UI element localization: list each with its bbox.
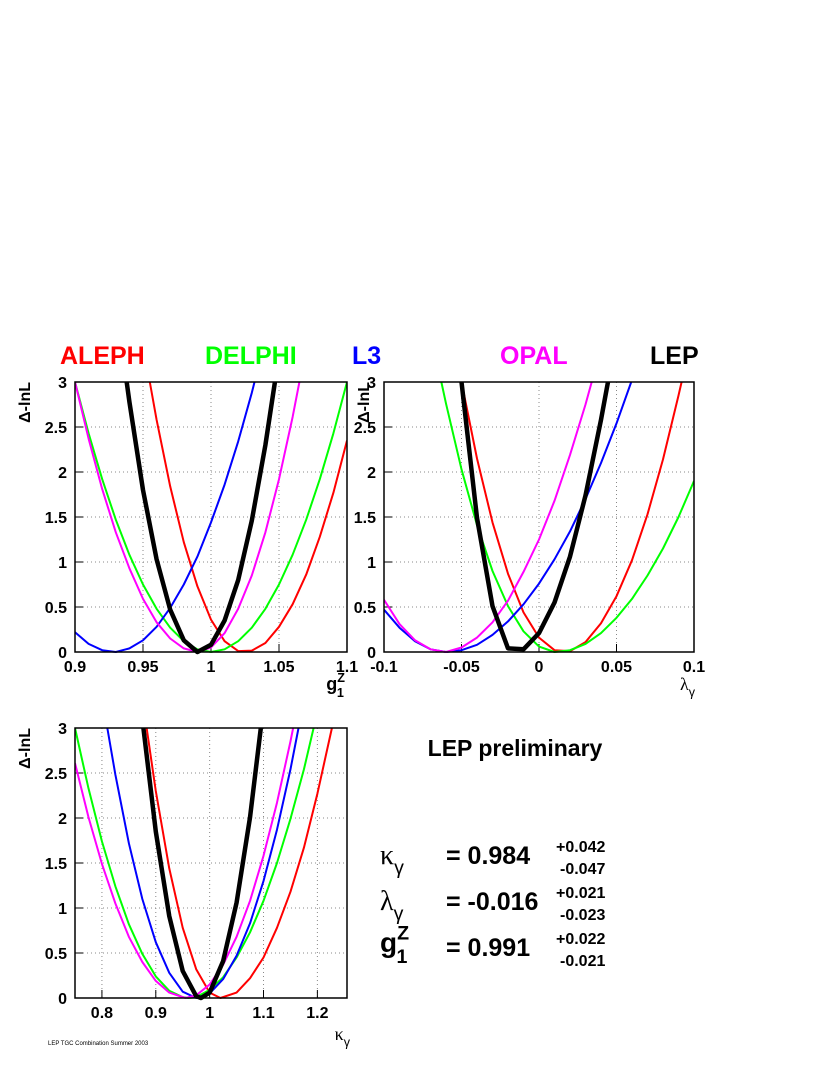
plot-frame — [74, 381, 348, 653]
y-tick-label: 1 — [58, 555, 67, 572]
math-label: λγ — [380, 886, 404, 925]
x-tick-label: 1.1 — [336, 659, 358, 676]
y-tick-label: 0 — [58, 645, 67, 662]
likelihood-curve — [384, 381, 633, 653]
y-tick-label: 2.5 — [45, 766, 67, 783]
result-plus: +0.042 — [556, 839, 605, 856]
legend-entry: OPAL — [500, 342, 568, 370]
y-tick-label: 1 — [58, 901, 67, 918]
y-tick-label: 1 — [367, 555, 376, 572]
x-tick-label: 0.95 — [127, 659, 158, 676]
plot-frame — [74, 727, 348, 999]
likelihood-curve — [75, 727, 295, 999]
likelihood-curve — [440, 381, 694, 653]
y-tick-label: 2 — [58, 811, 67, 828]
likelihood-curve — [75, 381, 301, 653]
legend-entry: L3 — [352, 342, 381, 370]
x-tick-label: 1.2 — [306, 1005, 328, 1022]
math-label: λγ — [680, 674, 696, 699]
result-plus: +0.021 — [556, 885, 605, 902]
y-tick-label: 1.5 — [45, 510, 67, 527]
likelihood-curve — [124, 381, 278, 655]
results-title: LEP preliminary — [428, 735, 603, 761]
label-sub: γ — [394, 857, 404, 879]
y-tick-label: 2.5 — [45, 420, 67, 437]
y-tick-label: 3 — [58, 721, 67, 738]
result-plus: +0.022 — [556, 931, 605, 948]
likelihood-curve — [75, 727, 315, 999]
result-value: = 0.984 — [446, 842, 530, 870]
result-minus: -0.047 — [560, 861, 605, 878]
label-sub: 1 — [337, 686, 344, 700]
legend-entry: ALEPH — [60, 342, 145, 370]
label-base: κ — [335, 1024, 344, 1044]
likelihood-curve — [145, 727, 333, 999]
math-label: gZ 1 — [380, 922, 409, 968]
x-tick-label: -0.05 — [443, 659, 480, 676]
result-minus: -0.023 — [560, 907, 605, 924]
plot-frame — [383, 381, 695, 653]
footnote: LEP TGC Combination Summer 2003 — [48, 1041, 149, 1047]
x-tick-label: 0.05 — [601, 659, 632, 676]
label-sup: Z — [337, 671, 345, 685]
x-tick-label: 1.05 — [263, 659, 294, 676]
result-minus: -0.021 — [560, 953, 605, 970]
math-label: κγ — [335, 1024, 351, 1049]
result-value: = -0.016 — [446, 888, 538, 916]
y-tick-label: 0.5 — [45, 600, 67, 617]
label-sub: γ — [394, 903, 404, 925]
likelihood-curve — [148, 381, 347, 653]
x-tick-label: -0.1 — [370, 659, 398, 676]
label-sub: γ — [344, 1035, 351, 1049]
y-tick-label: 1.5 — [45, 856, 67, 873]
likelihood-curve — [384, 381, 593, 653]
y-tick-label: 2.5 — [354, 420, 376, 437]
x-tick-label: 0.1 — [683, 659, 705, 676]
likelihood-curve — [459, 381, 611, 652]
label-sub: γ — [689, 685, 696, 699]
y-tick-label: 2 — [367, 465, 376, 482]
x-tick-label: 1.1 — [252, 1005, 274, 1022]
x-tick-label: 1 — [207, 659, 216, 676]
y-tick-label: 0 — [58, 991, 67, 1008]
y-tick-label: 0 — [367, 645, 376, 662]
label-base: g — [326, 674, 337, 694]
legend-entry: DELPHI — [205, 342, 297, 370]
x-tick-label: 0.9 — [64, 659, 86, 676]
y-axis-label: Δ-lnL — [17, 382, 34, 423]
label-base: g — [380, 927, 397, 958]
y-axis-label: Δ-lnL — [17, 728, 34, 769]
y-tick-label: 0.5 — [45, 946, 67, 963]
y-tick-label: 3 — [58, 375, 67, 392]
x-tick-label: 0.8 — [91, 1005, 113, 1022]
x-tick-label: 0.9 — [145, 1005, 167, 1022]
legend-entry: LEP — [650, 342, 699, 370]
x-tick-label: 0 — [535, 659, 544, 676]
y-tick-label: 2 — [58, 465, 67, 482]
math-label: κγ — [380, 840, 404, 879]
label-base: λ — [680, 674, 689, 694]
y-tick-label: 1.5 — [354, 510, 376, 527]
math-label: gZ 1 — [326, 671, 345, 700]
label-sup: Z — [397, 922, 409, 944]
label-base: κ — [380, 840, 394, 871]
result-value: = 0.991 — [446, 934, 530, 962]
y-tick-label: 3 — [367, 375, 376, 392]
y-tick-label: 0.5 — [354, 600, 376, 617]
x-tick-label: 1 — [205, 1005, 214, 1022]
y-axis-label: Δ-lnL — [356, 382, 373, 423]
label-sub: 1 — [396, 946, 407, 968]
label-base: λ — [380, 886, 394, 917]
likelihood-curve — [141, 727, 264, 1001]
